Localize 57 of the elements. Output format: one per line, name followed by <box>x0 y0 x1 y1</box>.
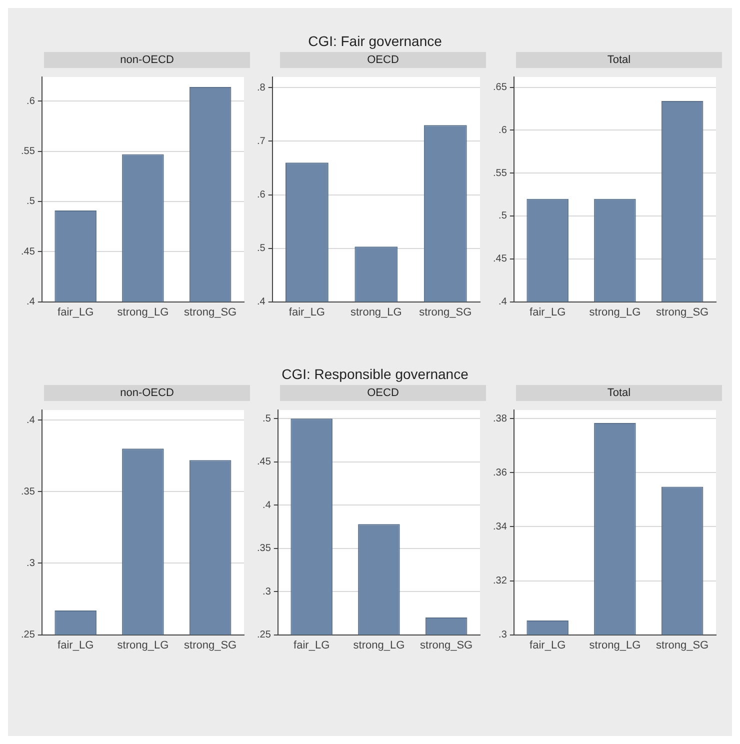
y-tick-label: .4 <box>498 296 508 308</box>
y-tick-label: .6 <box>26 96 36 107</box>
y-tick-label: .35 <box>20 486 36 498</box>
y-tick-label: .6 <box>498 124 508 136</box>
y-tick-label: .32 <box>492 576 508 587</box>
x-tick-label: strong_LG <box>117 306 169 318</box>
x-tick-label: fair_LG <box>294 639 330 652</box>
y-tick-label: .5 <box>26 196 36 208</box>
y-tick-label: .3 <box>26 558 36 569</box>
y-tick-label: .45 <box>492 254 508 265</box>
x-tick-label: strong_LG <box>589 306 641 318</box>
x-tick-label: strong_SG <box>656 639 709 652</box>
y-tick-label: .36 <box>492 467 508 478</box>
y-tick-label: .5 <box>262 413 272 424</box>
y-tick-label: .25 <box>20 630 36 641</box>
chart-title: CGI: Responsible governance <box>280 365 470 384</box>
y-tick-label: .38 <box>492 413 508 424</box>
x-tick-label: strong_SG <box>184 639 237 652</box>
chart-subtitle: non-OECD <box>44 385 250 401</box>
y-tick-label: .4 <box>26 296 36 308</box>
y-tick-label: .3 <box>498 630 508 641</box>
y-tick-label: .7 <box>256 136 266 147</box>
y-tick-label: .55 <box>492 168 508 179</box>
x-tick-label: strong_SG <box>184 306 237 318</box>
y-tick-label: .55 <box>20 146 36 158</box>
x-tick-label: strong_LG <box>350 306 402 318</box>
x-tick-label: strong_LG <box>353 639 405 652</box>
x-tick-label: strong_SG <box>420 639 473 652</box>
y-tick-label: .4 <box>256 296 266 308</box>
x-tick-label: fair_LG <box>530 306 566 318</box>
y-tick-label: .35 <box>256 543 272 554</box>
y-tick-label: .4 <box>26 414 36 426</box>
y-tick-label: .5 <box>256 243 266 254</box>
y-tick-label: .5 <box>498 210 508 222</box>
y-tick-label: .6 <box>256 190 266 200</box>
chart-title: CGI: Fair governance <box>307 32 443 51</box>
x-tick-label: fair_LG <box>58 306 94 318</box>
x-tick-label: strong_LG <box>117 639 169 652</box>
y-tick-label: .45 <box>20 246 36 258</box>
chart-subtitle: OECD <box>280 52 486 68</box>
chart-subtitle: Total <box>516 385 722 401</box>
chart-subtitle: non-OECD <box>44 52 250 68</box>
y-tick-label: .25 <box>256 630 272 641</box>
y-tick-label: .3 <box>262 586 272 598</box>
y-tick-label: .45 <box>256 456 272 468</box>
y-tick-label: .34 <box>492 521 508 532</box>
x-tick-label: fair_LG <box>58 639 94 652</box>
y-tick-label: .8 <box>256 82 266 94</box>
y-tick-label: .4 <box>262 500 272 511</box>
x-tick-label: strong_SG <box>656 306 709 318</box>
chart-subtitle: OECD <box>280 385 486 401</box>
x-tick-label: fair_LG <box>288 306 325 318</box>
x-tick-label: strong_SG <box>419 306 472 318</box>
x-tick-label: strong_LG <box>589 639 641 652</box>
chart-subtitle: Total <box>516 52 722 68</box>
x-tick-label: fair_LG <box>530 639 566 652</box>
y-tick-label: .65 <box>492 82 508 94</box>
